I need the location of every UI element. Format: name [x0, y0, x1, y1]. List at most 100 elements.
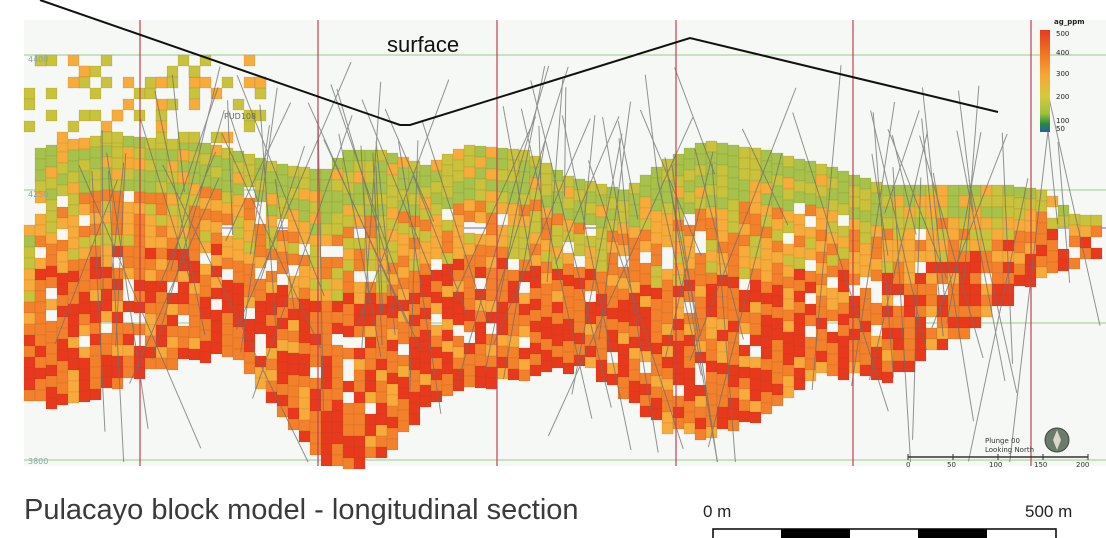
drillhole-trace	[1009, 131, 1049, 463]
grade-block	[166, 358, 179, 371]
grade-block	[298, 430, 311, 443]
grade-block	[584, 202, 597, 215]
grade-block	[705, 360, 718, 373]
grade-block	[452, 181, 465, 194]
grade-block	[639, 295, 652, 308]
grade-block	[342, 303, 355, 316]
grade-block	[155, 98, 168, 111]
grade-block	[540, 184, 553, 197]
grade-block	[122, 333, 135, 346]
grade-block	[45, 109, 58, 122]
grade-block	[45, 144, 58, 157]
grade-block	[540, 360, 553, 373]
grade-block	[397, 332, 410, 345]
grade-block	[243, 197, 256, 210]
grade-block	[419, 274, 432, 287]
grade-block	[78, 203, 91, 216]
grade-block	[188, 249, 201, 262]
grade-block	[617, 332, 630, 345]
grade-block	[45, 364, 58, 377]
grade-block	[188, 271, 201, 284]
grade-block	[177, 149, 190, 162]
grade-block	[606, 307, 619, 320]
grade-block	[34, 147, 47, 160]
grade-block	[683, 323, 696, 336]
grade-block	[826, 353, 839, 366]
grade-block	[89, 65, 102, 78]
grade-block	[837, 291, 850, 304]
grade-block	[430, 346, 443, 359]
drillhole-trace	[361, 99, 434, 278]
grade-block	[474, 145, 487, 158]
grade-block	[826, 265, 839, 278]
grade-block	[529, 353, 542, 366]
drillhole-trace	[931, 133, 1008, 329]
grade-block	[1035, 266, 1048, 279]
grade-block	[364, 380, 377, 393]
grade-block	[67, 248, 80, 261]
grade-block	[683, 422, 696, 435]
grade-block	[78, 324, 91, 337]
grade-block	[881, 206, 894, 219]
grade-block	[848, 207, 861, 220]
grade-block	[716, 329, 729, 342]
grade-block	[23, 301, 36, 314]
grade-block	[837, 335, 850, 348]
grade-block	[320, 201, 333, 214]
grade-block	[210, 232, 223, 245]
grade-block	[925, 195, 938, 208]
grade-block	[639, 262, 652, 275]
drillhole-trace	[1001, 132, 1014, 364]
grade-block	[45, 375, 58, 388]
grade-block	[342, 259, 355, 272]
grade-block	[540, 294, 553, 307]
grade-block	[67, 54, 80, 67]
grade-block	[562, 274, 575, 287]
grade-block	[474, 332, 487, 345]
grade-block	[353, 391, 366, 404]
drillhole-trace	[260, 145, 305, 281]
grade-block	[595, 227, 608, 240]
grade-block	[331, 267, 344, 280]
grade-block	[463, 155, 476, 168]
drillhole-trace	[456, 65, 550, 387]
grade-block	[342, 270, 355, 283]
grade-block	[320, 278, 333, 291]
grade-block	[727, 397, 740, 410]
grade-block	[441, 164, 454, 177]
grade-block	[144, 214, 157, 227]
grade-block	[287, 341, 300, 354]
grade-block	[474, 365, 487, 378]
grade-block	[529, 309, 542, 322]
drillhole-trace	[932, 172, 975, 422]
grade-block	[144, 236, 157, 249]
grade-block	[474, 167, 487, 180]
grade-block	[188, 315, 201, 328]
grade-block	[573, 233, 586, 246]
scale-label-start: 0 m	[703, 502, 732, 521]
grade-block	[749, 378, 762, 391]
grade-block	[793, 334, 806, 347]
grade-block	[67, 76, 80, 89]
drillhole-trace	[811, 65, 842, 390]
grade-block	[628, 336, 641, 349]
grade-block	[254, 289, 267, 302]
grade-block	[166, 98, 179, 111]
grade-block	[210, 309, 223, 322]
grade-block	[331, 421, 344, 434]
grade-block	[980, 206, 993, 219]
grade-block	[364, 391, 377, 404]
grade-block	[34, 301, 47, 314]
grade-block	[551, 345, 564, 358]
grade-block	[210, 320, 223, 333]
grade-block	[1035, 244, 1048, 257]
grade-block	[650, 243, 663, 256]
grade-block	[166, 325, 179, 338]
drillhole-trace	[317, 108, 324, 419]
drillhole-trace	[921, 118, 944, 337]
grade-block	[23, 279, 36, 292]
grade-block	[67, 138, 80, 151]
grade-block	[804, 303, 817, 316]
grade-block	[859, 298, 872, 311]
grade-block	[287, 374, 300, 387]
